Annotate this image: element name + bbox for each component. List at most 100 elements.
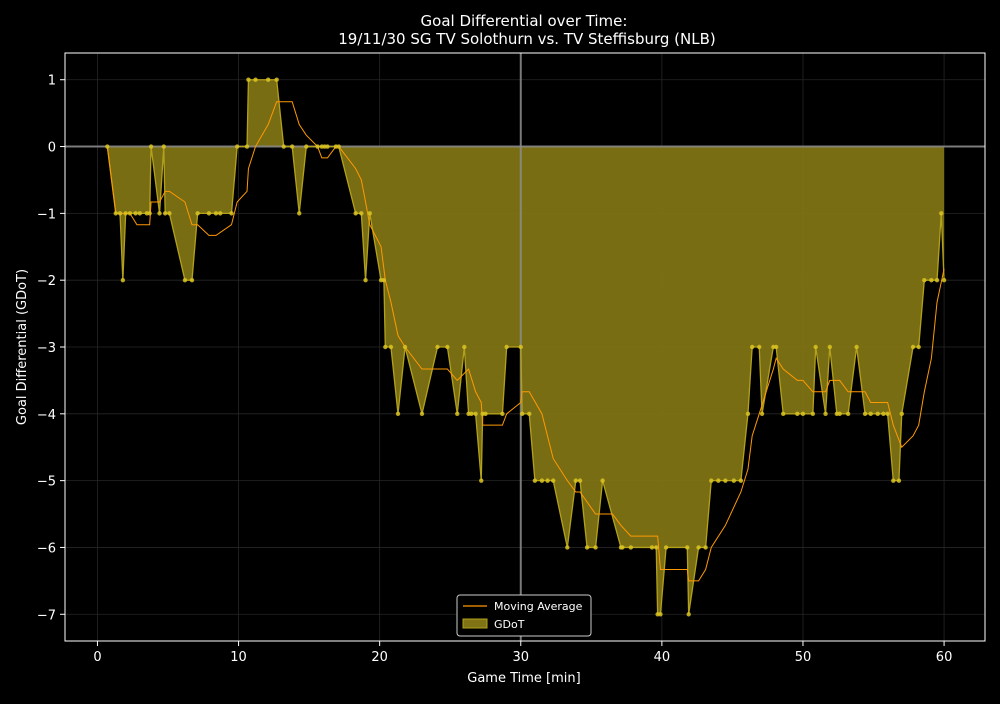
y-tick-label: 0 — [48, 141, 56, 156]
gdot-point — [881, 411, 886, 417]
gdot-point — [469, 411, 474, 417]
gdot-point — [773, 344, 779, 350]
gdot-point — [281, 144, 286, 149]
gdot-point — [182, 277, 188, 283]
gdot-point — [189, 277, 195, 283]
gdot-point — [759, 411, 765, 417]
gdot-point — [234, 144, 240, 149]
gdot-point — [127, 211, 133, 216]
gdot-point — [539, 478, 545, 483]
gdot-point — [600, 478, 605, 483]
gdot-point — [716, 478, 721, 483]
gdot-point — [910, 344, 916, 350]
gdot-point — [854, 344, 859, 350]
gdot-point — [845, 411, 851, 417]
gdot-point — [939, 211, 944, 216]
gdot-point — [934, 277, 940, 283]
gdot-point — [105, 144, 110, 149]
gdot-point — [545, 478, 550, 483]
gdot-point — [658, 612, 663, 617]
gdot-point — [584, 545, 590, 550]
gdot-point — [336, 144, 341, 149]
gdot-point — [896, 478, 902, 483]
gdot-point — [353, 211, 358, 216]
gdot-point — [483, 411, 488, 417]
gdot-point — [274, 77, 279, 82]
x-tick-label: 0 — [93, 650, 101, 665]
y-tick-label: −6 — [37, 541, 56, 556]
gdot-point — [723, 478, 728, 483]
gdot-point — [504, 344, 509, 350]
gdot-point — [862, 411, 868, 417]
gdot-point — [117, 211, 123, 216]
gdot-point — [395, 411, 401, 417]
gdot-point — [738, 478, 744, 483]
gdot-point — [402, 344, 408, 350]
x-tick-label: 40 — [654, 650, 671, 665]
gdot-point — [875, 411, 880, 417]
gdot-point — [795, 411, 800, 417]
gdot-point — [823, 411, 828, 417]
gdot-point — [246, 77, 251, 82]
gdot-point — [709, 478, 714, 483]
x-tick-label: 10 — [230, 650, 247, 665]
gdot-point — [500, 411, 505, 417]
gdot-point — [518, 344, 523, 350]
gdot-point — [922, 277, 927, 283]
gdot-point — [297, 211, 302, 216]
y-tick-label: −3 — [37, 341, 56, 356]
gdot-point — [941, 277, 947, 283]
gdot-point — [868, 411, 873, 417]
gdot-point — [532, 478, 538, 483]
y-tick-label: −4 — [37, 408, 56, 423]
gdot-point — [363, 277, 368, 283]
legend-box — [456, 594, 592, 637]
gdot-point — [167, 211, 172, 216]
gdot-point — [147, 211, 152, 216]
gdot-point — [148, 144, 154, 149]
gdot-point — [527, 411, 532, 417]
gdot-point — [593, 545, 598, 550]
gdot-point — [206, 211, 212, 216]
gdot-point — [435, 344, 440, 350]
gdot-point — [620, 545, 625, 550]
x-tick-label: 20 — [371, 650, 388, 665]
gdot-point — [749, 344, 755, 350]
gdot-point — [120, 277, 126, 283]
x-tick-label: 50 — [795, 650, 812, 665]
gdot-point — [473, 411, 478, 417]
y-tick-label: −1 — [37, 207, 56, 222]
gdot-point — [551, 478, 556, 483]
gdot-point — [686, 612, 691, 617]
gdot-point — [649, 545, 655, 550]
y-tick-label: −5 — [37, 475, 56, 490]
gdot-point — [573, 478, 578, 483]
gdot-point — [213, 211, 219, 216]
x-axis-label: Game Time [min] — [467, 671, 580, 686]
x-tick-label: 60 — [936, 650, 953, 665]
gdot-point — [827, 344, 832, 350]
gdot-point — [359, 211, 364, 216]
chart-subtitle: 19/11/30 SG TV Solothurn vs. TV Steffisb… — [338, 30, 716, 48]
gdot-point — [265, 77, 271, 82]
gdot-point — [685, 545, 690, 550]
gdot-point — [577, 478, 583, 483]
gdot-point — [325, 144, 330, 149]
gdot-point — [367, 211, 372, 216]
gdot-point — [929, 277, 934, 283]
gdot-point — [899, 411, 904, 417]
legend-gdot-swatch — [462, 618, 488, 629]
legend: Moving Average GDoT — [456, 594, 592, 637]
gdot-point — [731, 478, 737, 483]
gdot-point — [304, 144, 309, 149]
gdot-point — [315, 144, 320, 149]
gdot-point — [462, 344, 467, 350]
gdot-point — [195, 211, 200, 216]
gdot-point — [289, 144, 295, 149]
gdot-point — [916, 344, 921, 350]
gdot-point — [162, 211, 168, 216]
chart-title: Goal Differential over Time: — [421, 12, 628, 30]
gdot-point — [837, 411, 842, 417]
gdot-point — [703, 545, 708, 550]
